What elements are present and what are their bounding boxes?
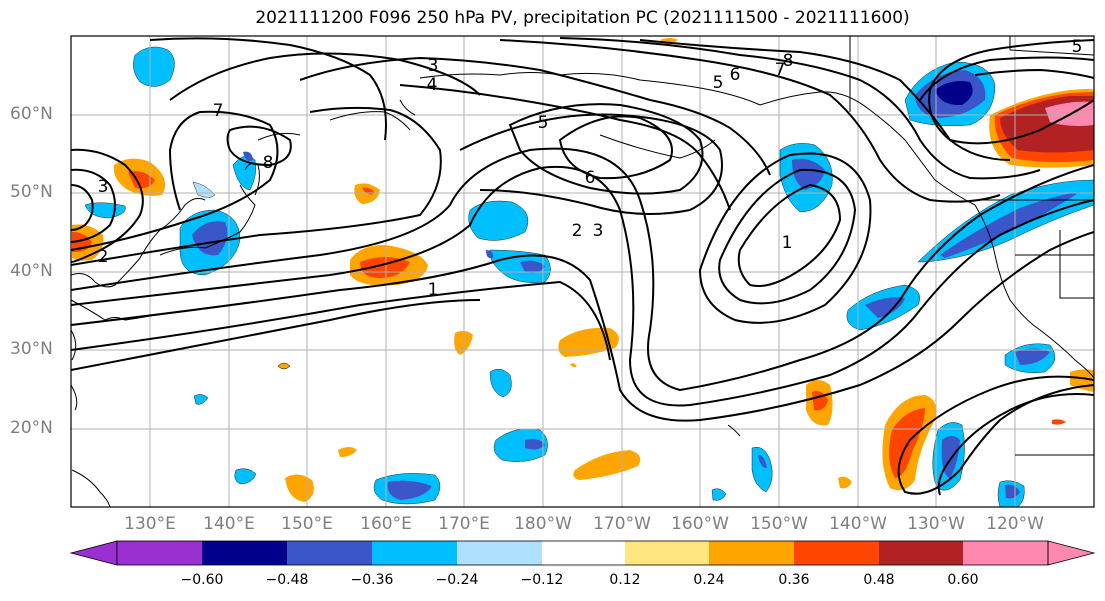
colorbar-tick-label: 0.36	[778, 572, 810, 588]
contour-label: 3	[428, 56, 439, 76]
lon-label: 130°W	[907, 514, 965, 534]
lon-label: 130°E	[124, 514, 176, 534]
colorbar-tick-label: 0.24	[693, 572, 725, 588]
contour-label: 2	[98, 247, 109, 267]
contour-label: 3	[98, 177, 109, 197]
lat-label: 50°N	[10, 182, 53, 202]
colorbar-tick-label: −0.48	[265, 572, 309, 588]
contour-labels: 3 4 5 6 7 8 7 8 3 2 5 6 2 3 1 1 5	[98, 37, 1083, 300]
colorbar-tick-label: −0.12	[520, 572, 564, 588]
colorbar-bin	[372, 541, 457, 565]
colorbar-tick-label: −0.36	[350, 572, 394, 588]
colorbar-bin	[287, 541, 372, 565]
contour-label: 4	[427, 75, 438, 95]
colorbar-bin	[457, 541, 542, 565]
coastlines	[71, 36, 1094, 507]
contour-label: 6	[730, 65, 741, 85]
contour-label: 8	[783, 51, 794, 71]
colorbar-tick-label: 0.12	[609, 572, 641, 588]
lat-label: 60°N	[10, 104, 53, 124]
map-frame	[70, 35, 1095, 508]
colorbar-tick-label: 0.60	[947, 572, 979, 588]
lat-label: 20°N	[10, 418, 53, 438]
colorbar	[69, 540, 1096, 566]
lon-label: 180°W	[514, 514, 572, 534]
contour-label: 3	[593, 221, 604, 241]
contour-label: 5	[1072, 37, 1083, 57]
lat-label: 40°N	[10, 261, 53, 281]
contour-label: 5	[538, 113, 549, 133]
colorbar-bin	[542, 541, 625, 565]
lon-label: 170°E	[438, 514, 490, 534]
lon-label: 170°W	[593, 514, 651, 534]
colorbar-extend-high	[1047, 540, 1096, 566]
colorbar-tick-label: −0.60	[180, 572, 224, 588]
colorbar-tick-label: −0.24	[435, 572, 479, 588]
contour-label: 1	[428, 280, 439, 300]
pv-contours	[71, 37, 1094, 496]
lon-label: 120°W	[986, 514, 1044, 534]
contour-label: 2	[572, 221, 583, 241]
colorbar-bin	[794, 541, 879, 565]
lon-label: 150°E	[281, 514, 333, 534]
lat-label: 30°N	[10, 339, 53, 359]
colorbar-bin	[963, 541, 1048, 565]
contour-label: 6	[585, 168, 596, 188]
colorbar-extend-low	[69, 540, 118, 566]
colorbar-frame	[116, 540, 1049, 566]
colorbar-bin	[625, 541, 709, 565]
contour-label: 7	[213, 101, 224, 121]
map-plot-area: 3 4 5 6 7 8 7 8 3 2 5 6 2 3 1 1 5	[71, 36, 1094, 507]
map-title: 2021111200 F096 250 hPa PV, precipitatio…	[255, 8, 910, 28]
colorbar-bin	[117, 541, 202, 565]
lon-label: 140°E	[203, 514, 255, 534]
lon-label: 140°W	[829, 514, 887, 534]
contour-label: 1	[782, 233, 793, 253]
contour-label: 7	[775, 60, 786, 80]
contour-label: 5	[713, 73, 724, 93]
colorbar-tick-label: 0.48	[863, 572, 895, 588]
contour-label: 8	[263, 153, 274, 173]
lon-label: 150°W	[750, 514, 808, 534]
lon-label: 160°W	[671, 514, 729, 534]
colorbar-bin	[202, 541, 287, 565]
lon-label: 160°E	[360, 514, 412, 534]
colorbar-bin	[879, 541, 963, 565]
colorbar-bin	[709, 541, 794, 565]
